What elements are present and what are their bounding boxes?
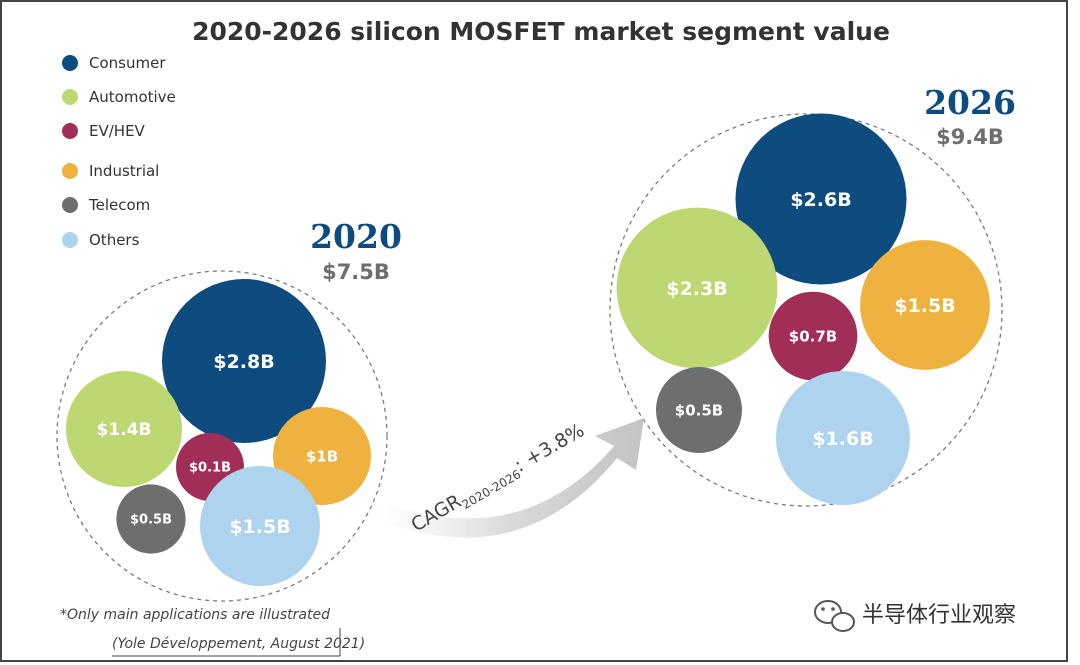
- legend-marker-automotive: [62, 89, 78, 105]
- bubble-label-2026-telecom: $0.5B: [675, 401, 723, 419]
- year-label-2020: 2020: [310, 217, 402, 256]
- wechat-icon: [814, 600, 855, 632]
- legend-marker-ev-hev: [62, 123, 78, 139]
- legend-label-automotive: Automotive: [89, 88, 176, 106]
- bubble-2026-automotive: [616, 207, 778, 369]
- bubble-label-2020-consumer: $2.8B: [213, 351, 274, 373]
- bubble-label-2026-automotive: $2.3B: [666, 278, 727, 300]
- bubble-label-2020-telecom: $0.5B: [130, 513, 172, 528]
- group-2026-outline: [609, 113, 1003, 507]
- arrow-icon: [378, 418, 644, 538]
- year-label-2026: 2026: [924, 83, 1016, 122]
- legend-label-telecom: Telecom: [88, 196, 150, 214]
- cagr-period: 2020-2026: [460, 467, 524, 512]
- legend-label-ev-hev: EV/HEV: [89, 122, 146, 140]
- bubble-2026-others: [776, 371, 910, 505]
- bubble-2020-others: [200, 466, 320, 586]
- watermark: 半导体行业观察: [814, 600, 1016, 632]
- bubble-2020-automotive: [66, 371, 182, 487]
- bubble-label-2020-ev-hev: $0.1B: [189, 461, 231, 476]
- legend: Consumer Automotive EV/HEV Industrial Teleco…: [62, 54, 176, 249]
- total-label-2020: $7.5B: [322, 260, 390, 284]
- bubble-2020-consumer: [162, 279, 326, 443]
- bubble-label-2026-industrial: $1.5B: [894, 295, 955, 317]
- legend-label-industrial: Industrial: [89, 162, 159, 180]
- total-label-2026: $9.4B: [936, 125, 1004, 149]
- bubble-2026-telecom: [656, 367, 742, 453]
- bubble-label-2020-others: $1.5B: [229, 516, 290, 538]
- cagr-suffix: : +3.8%: [511, 419, 588, 476]
- legend-label-consumer: Consumer: [89, 54, 166, 72]
- bubble-2026-industrial: [860, 240, 990, 370]
- legend-marker-consumer: [62, 55, 78, 71]
- footnote: *Only main applications are illustrated: [60, 607, 330, 623]
- bubble-2026-ev-hev: [768, 291, 858, 381]
- bubble-2026-consumer: [735, 113, 907, 285]
- chart-title: 2020-2026 silicon MOSFET market segment …: [192, 17, 890, 46]
- legend-marker-others: [62, 232, 78, 248]
- growth-arrow: CAGR2020-2026: +3.8%: [378, 418, 644, 538]
- bubbles: $2.8B $1.4B $0.1B $1B $0.5B $1.5B $2.6B $2.3B $0…: [66, 113, 990, 586]
- legend-marker-telecom: [62, 197, 78, 213]
- bubble-2020-telecom: [116, 484, 186, 554]
- bubble-label-2026-others: $1.6B: [812, 428, 873, 450]
- watermark-text: 半导体行业观察: [862, 603, 1016, 628]
- source-note: (Yole Développement, August 2021): [112, 636, 365, 652]
- legend-marker-industrial: [62, 163, 78, 179]
- group-2020-outline: [56, 270, 388, 602]
- bubble-label-2026-ev-hev: $0.7B: [789, 327, 837, 345]
- bubble-label-2020-automotive: $1.4B: [97, 420, 152, 440]
- bubble-label-2026-consumer: $2.6B: [790, 189, 851, 211]
- bubble-label-2020-industrial: $1B: [306, 447, 338, 465]
- legend-label-others: Others: [89, 231, 140, 249]
